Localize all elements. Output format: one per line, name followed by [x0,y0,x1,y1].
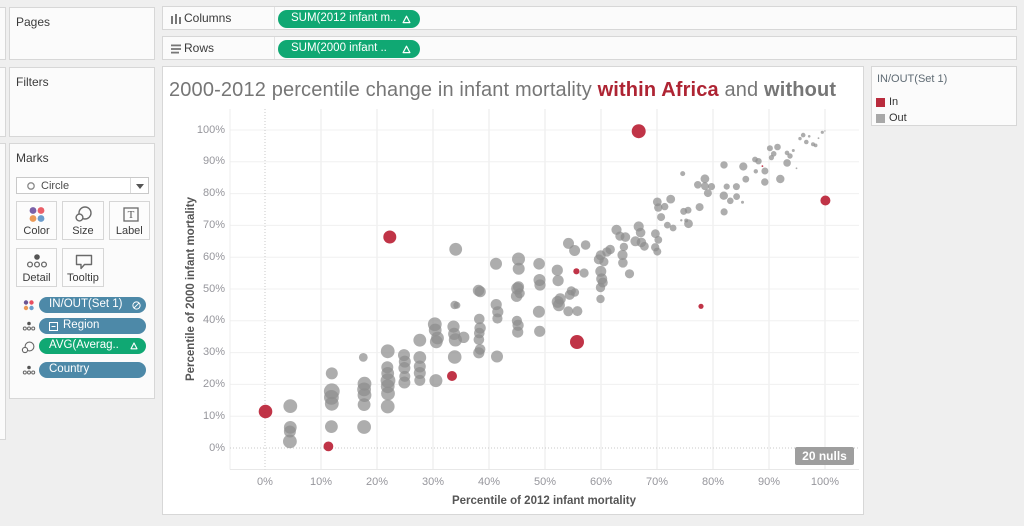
svg-text:T: T [127,209,134,221]
